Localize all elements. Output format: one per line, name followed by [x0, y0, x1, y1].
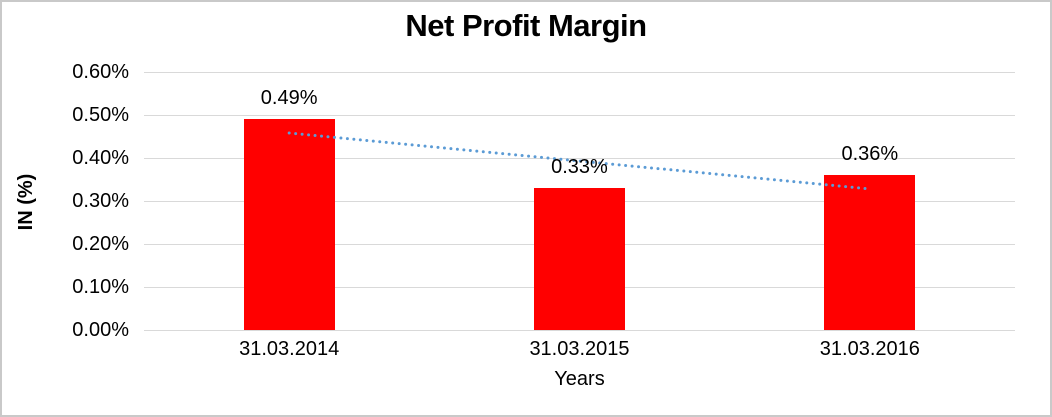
- x-tick-label: 31.03.2014: [239, 338, 340, 360]
- x-tick-label: 31.03.2016: [819, 338, 920, 360]
- bar-31.03.2014: [243, 119, 335, 330]
- bar-data-label: 0.49%: [260, 87, 318, 110]
- y-tick-label: 0.60%: [72, 61, 129, 83]
- y-tick-label: 0.10%: [72, 276, 129, 298]
- y-tick-label: 0.50%: [72, 104, 129, 126]
- gridline: [144, 329, 1015, 331]
- bar-data-label: 0.36%: [841, 143, 899, 166]
- trendline: [287, 131, 872, 191]
- x-axis-tick-labels: 31.03.2014 31.03.2015 31.03.2016: [144, 339, 1015, 361]
- chart-title: Net Profit Margin: [405, 8, 647, 43]
- bar-data-label: 0.33%: [551, 156, 608, 179]
- y-axis-tick-labels: 0.00% 0.10% 0.20% 0.30% 0.40% 0.50% 0.60%: [2, 62, 129, 340]
- x-axis-title: Years: [554, 368, 605, 390]
- y-tick-label: 0.20%: [72, 233, 129, 255]
- y-tick-label: 0.30%: [72, 190, 129, 212]
- trendline-layer: [287, 131, 872, 191]
- y-tick-label: 0.00%: [72, 319, 129, 341]
- plot-area: 0.49% 0.33% 0.36%: [144, 71, 1015, 331]
- gridline: [144, 114, 1015, 116]
- y-tick-label: 0.40%: [72, 147, 129, 169]
- gridline: [144, 71, 1015, 73]
- x-tick-label: 31.03.2015: [529, 338, 630, 360]
- gridline: [144, 157, 1015, 159]
- bar-31.03.2015: [534, 188, 625, 330]
- bar-31.03.2016: [824, 175, 916, 330]
